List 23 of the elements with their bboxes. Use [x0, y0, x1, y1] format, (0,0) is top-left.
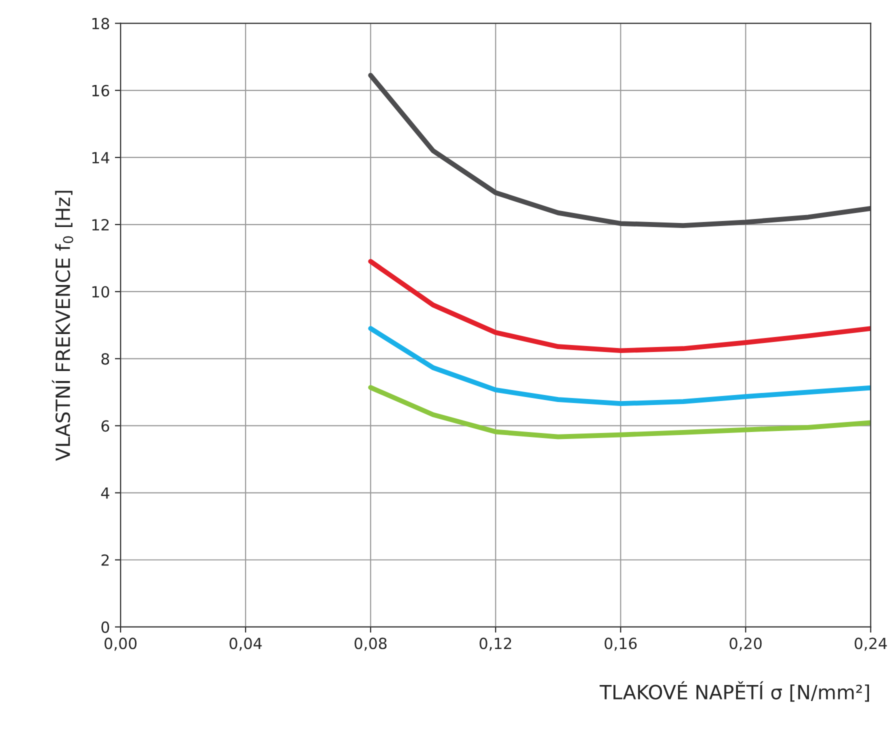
x-tick-label: 0,12 — [480, 638, 512, 651]
y-axis-title: VLASTNÍ FREKVENCE f$_{0}$ [Hz] — [52, 190, 74, 461]
line-series — [368, 385, 871, 440]
y-tick-label: 2 — [102, 554, 109, 566]
line-series — [368, 72, 871, 228]
y-tick-label: 0 — [101, 621, 110, 633]
y-tick-label: 16 — [92, 84, 110, 96]
x-tick-label: 0,20 — [730, 638, 762, 651]
x-axis-title: TLAKOVÉ NAPĚTÍ σ [N/mm²] — [600, 681, 870, 702]
x-tick-label: 0,08 — [354, 638, 387, 651]
y-tick-label: 6 — [101, 420, 110, 432]
y-tick-label: 14 — [92, 152, 110, 164]
y-tick-label: 10 — [92, 286, 110, 298]
y-tick-label: 12 — [92, 218, 109, 230]
x-tick-label: 0,04 — [230, 638, 262, 651]
x-tick-label: 0,00 — [104, 638, 137, 651]
y-tick-label: 18 — [92, 18, 110, 30]
y-tick-label: 4 — [101, 487, 110, 499]
line-series — [368, 326, 871, 406]
x-tick-label: 0,24 — [854, 638, 887, 651]
line-series — [368, 258, 871, 354]
x-tick-label: 0,16 — [604, 638, 637, 651]
y-tick-label: 8 — [101, 353, 110, 365]
